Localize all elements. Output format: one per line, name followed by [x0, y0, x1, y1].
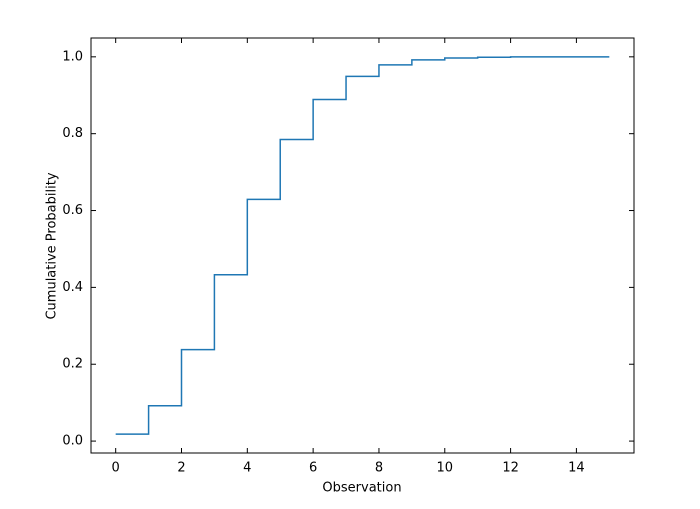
x-tick-label: 12 — [502, 461, 519, 476]
x-tick-label: 8 — [375, 461, 383, 476]
y-axis-label: Cumulative Probability — [45, 172, 60, 319]
x-tick-label: 0 — [112, 461, 120, 476]
x-tick-label: 14 — [568, 461, 585, 476]
step-line — [115, 56, 610, 435]
y-tick-label: 0.8 — [62, 126, 83, 141]
y-tick-label: 0.6 — [62, 203, 83, 218]
x-tick-label: 2 — [177, 461, 185, 476]
x-tick-label: 10 — [436, 461, 453, 476]
y-tick-label: 1.0 — [62, 49, 83, 64]
x-axis-label: Observation — [322, 481, 401, 496]
x-tick-label: 4 — [243, 461, 251, 476]
x-tick-label: 6 — [309, 461, 317, 476]
y-tick-label: 0.0 — [62, 434, 83, 449]
y-tick-label: 0.2 — [62, 357, 83, 372]
y-tick-label: 0.4 — [62, 280, 83, 295]
plot-frame — [90, 37, 635, 454]
